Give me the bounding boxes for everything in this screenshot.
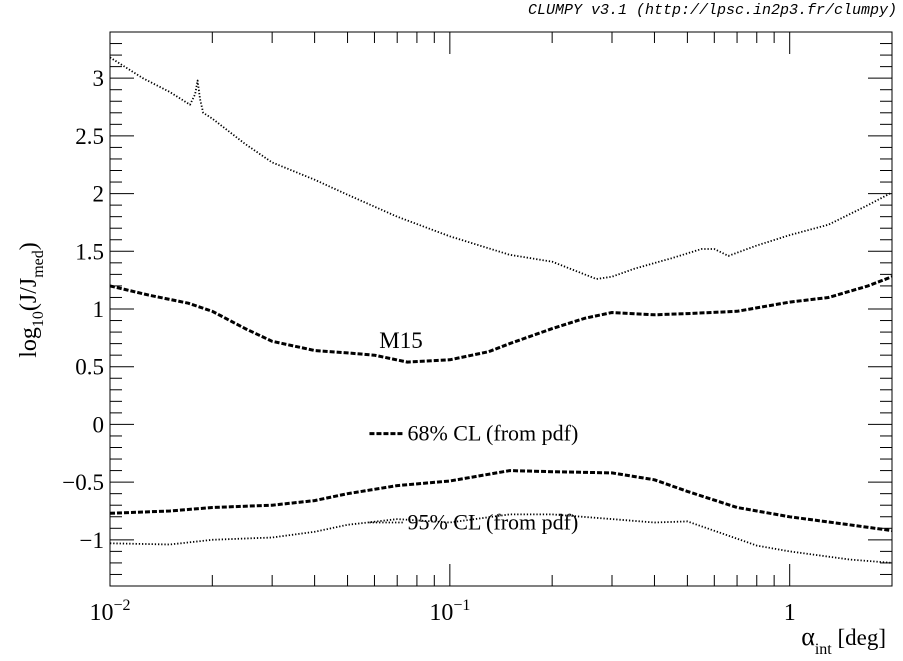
y-tick-label: −1 <box>80 528 104 553</box>
y-label-mid: (J/J <box>16 278 42 311</box>
y-label-sub2: med <box>30 250 47 278</box>
series-line-2 <box>109 275 893 364</box>
series-line-1 <box>109 56 893 280</box>
series-group <box>109 56 893 564</box>
y-label-suffix: ) <box>16 242 42 250</box>
annotations: M15 68% CL (from pdf) 95% CL (from pdf) <box>369 328 578 535</box>
y-tick-label: 2.5 <box>75 124 104 149</box>
series-line-4 <box>109 513 893 564</box>
y-tick-label: 0 <box>93 412 105 437</box>
y-tick-label: 3 <box>93 66 105 91</box>
x-label-suffix: [deg] <box>832 625 886 650</box>
tick-labels: 10−2 10−1 1 −1 −0.5 0 0.5 1 1.5 2 2.5 3 <box>62 66 795 626</box>
series-line-3 <box>109 469 893 533</box>
curve-annotation: M15 <box>379 328 422 353</box>
software-banner: CLUMPY v3.1 (http://lpsc.in2p3.fr/clumpy… <box>527 2 897 19</box>
y-label-sub1: 10 <box>30 311 47 327</box>
y-tick-label: 1.5 <box>75 239 104 264</box>
legend-label: 68% CL (from pdf) <box>407 421 578 446</box>
plot-frame <box>109 31 893 587</box>
y-axis-label: log10(J/Jmed) <box>16 242 47 358</box>
x-label-sub: int <box>815 641 832 658</box>
y-tick-label: −0.5 <box>62 470 104 495</box>
y-tick-label: 0.5 <box>75 355 104 380</box>
x-label-base: α <box>801 622 815 651</box>
legend-label: 95% CL (from pdf) <box>407 510 578 535</box>
x-axis-label: αint [deg] <box>801 622 886 658</box>
y-tick-label: 1 <box>93 297 105 322</box>
y-tick-label: 2 <box>93 182 105 207</box>
axis-ticks <box>109 31 893 587</box>
y-label-prefix: log <box>16 327 42 358</box>
x-tick-label: 1 <box>784 600 796 626</box>
x-tick-label: 10−1 <box>429 597 470 626</box>
x-tick-label: 10−2 <box>89 597 130 626</box>
